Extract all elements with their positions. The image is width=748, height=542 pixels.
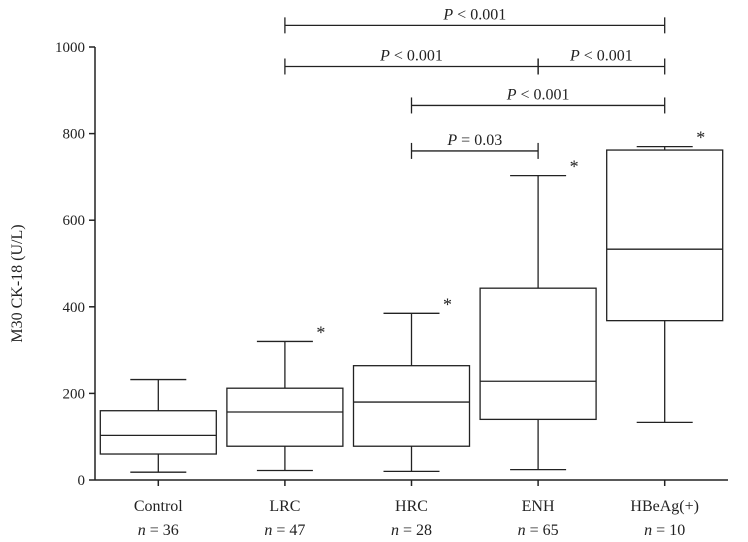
y-tick-label: 800 (63, 127, 86, 143)
outlier-marker: * (570, 157, 579, 177)
outlier-marker: * (316, 322, 325, 342)
iqr-box (226, 387, 344, 447)
comparison-bracket: P < 0.001 (284, 6, 666, 34)
iqr-box (99, 410, 217, 455)
x-n-label: n = 10 (644, 522, 685, 539)
comparison-bracket: P < 0.001 (410, 86, 666, 114)
y-tick-label: 200 (63, 386, 86, 402)
p-value-label: P < 0.001 (379, 47, 443, 64)
p-value-label: P = 0.03 (446, 132, 502, 149)
x-n-label: n = 36 (138, 522, 179, 539)
y-tick-label: 0 (78, 473, 86, 489)
p-value-label: P < 0.001 (506, 86, 570, 103)
box-enh: * (479, 157, 597, 471)
p-value-label: P < 0.001 (442, 6, 506, 23)
boxes-layer: * * * * (99, 128, 724, 473)
x-n-label: n = 65 (518, 522, 559, 539)
y-tick-label: 1000 (55, 40, 85, 56)
x-category-label: HRC (395, 498, 428, 515)
comparison-bracket: P = 0.03 (410, 132, 539, 159)
comparison-bracket: P < 0.001 (537, 47, 666, 75)
y-axis-ticks: 0 200 400 600 800 1000 (55, 40, 95, 489)
x-category-label: HBeAg(+) (630, 498, 699, 515)
outlier-marker: * (443, 294, 452, 314)
box-hrc: * (352, 294, 471, 472)
x-category-label: Control (134, 498, 183, 515)
significance-brackets: P < 0.001 P < 0.001 P < 0.001 P < 0.001 P = … (284, 6, 666, 159)
box-hbeag-: * (606, 128, 724, 424)
iqr-box (479, 287, 597, 421)
x-axis-labels: Control n = 36 LRC n = 47 HRC n = 28 ENH n = 65… (134, 480, 699, 539)
box-control (99, 378, 217, 473)
x-n-label: n = 28 (391, 522, 432, 539)
x-category-label: ENH (522, 498, 555, 515)
box-lrc: * (226, 322, 344, 472)
y-tick-label: 600 (63, 213, 86, 229)
x-n-label: n = 47 (264, 522, 305, 539)
outlier-marker: * (696, 128, 705, 148)
iqr-box (352, 365, 471, 447)
y-axis-title: M30 CK-18 (U/L) (9, 224, 26, 342)
x-category-label: LRC (269, 498, 300, 515)
iqr-box (606, 149, 724, 322)
p-value-label: P < 0.001 (569, 47, 633, 64)
y-tick-label: 400 (63, 300, 86, 316)
comparison-bracket: P < 0.001 (284, 47, 539, 75)
